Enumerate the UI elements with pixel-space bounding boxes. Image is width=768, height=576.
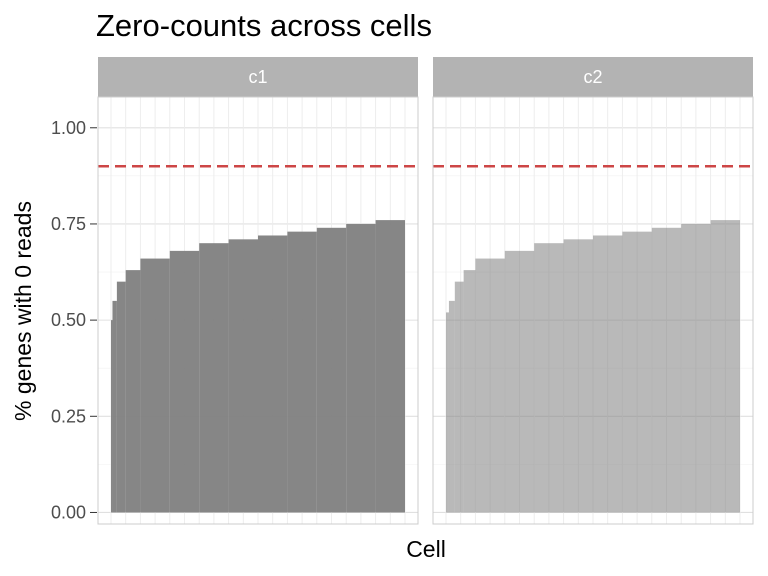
- bar: [622, 231, 652, 513]
- x-axis-title: Cell: [406, 536, 446, 562]
- bar: [287, 231, 317, 513]
- y-tick-label: 0.00: [51, 502, 86, 522]
- bar: [446, 312, 449, 513]
- bar: [710, 220, 740, 513]
- bar: [454, 281, 464, 513]
- y-tick-label: 0.25: [51, 406, 86, 426]
- facet-strip: [433, 57, 753, 97]
- facet-strip-label: c2: [583, 67, 602, 87]
- facets-group: 0.00 0.25 0.50 0.75 1.00 c1 c2: [51, 57, 754, 525]
- bar: [651, 227, 682, 513]
- bar: [534, 243, 564, 513]
- bar: [169, 250, 200, 513]
- bar: [475, 258, 505, 513]
- bar: [504, 250, 535, 513]
- y-tick-label: 0.75: [51, 214, 86, 234]
- chart-title: Zero-counts across cells: [96, 8, 432, 43]
- y-tick-label: 0.50: [51, 310, 86, 330]
- panel-border: [432, 96, 754, 525]
- bar: [112, 300, 117, 513]
- bar: [375, 220, 405, 513]
- y-axis-title: % genes with 0 reads: [10, 201, 36, 421]
- bar: [681, 223, 711, 513]
- y-tick-label: 1.00: [51, 118, 86, 138]
- bar: [563, 239, 593, 513]
- bar: [593, 235, 623, 513]
- facet-strip: [98, 57, 418, 97]
- bar: [258, 235, 288, 513]
- bar: [346, 223, 376, 513]
- bar: [140, 258, 170, 513]
- bar: [448, 300, 455, 513]
- bar: [125, 270, 141, 513]
- bar: [199, 243, 229, 513]
- facet-panel-c2: c2: [432, 57, 754, 525]
- bar: [316, 227, 347, 513]
- facet-panel-c1: c1: [97, 57, 419, 525]
- bar: [116, 281, 126, 513]
- bar: [111, 320, 113, 513]
- bar: [228, 239, 258, 513]
- facet-strip-label: c1: [248, 67, 267, 87]
- bar: [463, 270, 476, 513]
- panel-border: [97, 96, 419, 525]
